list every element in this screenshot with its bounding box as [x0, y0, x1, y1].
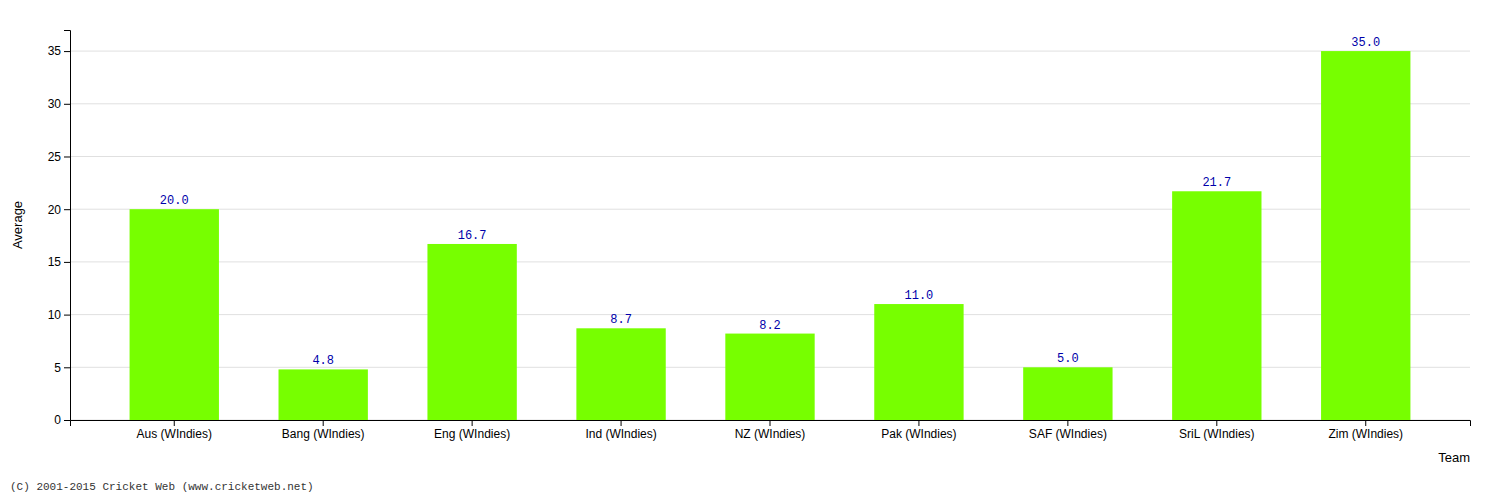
data-label: 35.0 — [1351, 36, 1380, 50]
axis-line — [71, 421, 1471, 427]
data-labels: 20.0 4.8 16.7 8.7 8.2 11.0 5.0 21.7 35.0 — [160, 36, 1380, 368]
tick-mark — [323, 420, 324, 426]
tick: 35 — [48, 44, 70, 58]
data-label: 8.7 — [610, 313, 632, 327]
tick-label: 5 — [54, 361, 61, 375]
plot: Aus (WIndies) Bang (WIndies) Eng (WIndies)… — [48, 31, 1471, 441]
bars — [130, 51, 1411, 420]
bar — [874, 304, 963, 420]
tick-label: Eng (WIndies) — [434, 427, 510, 441]
data-label: 4.8 — [312, 354, 334, 368]
tick-mark — [64, 420, 70, 421]
data-label: 5.0 — [1057, 352, 1079, 366]
tick-label: 30 — [48, 97, 62, 111]
tick-mark — [621, 420, 622, 426]
bar — [725, 334, 814, 420]
tick-mark — [64, 104, 70, 105]
axis-line — [64, 31, 71, 421]
tick: 30 — [48, 97, 70, 111]
tick: Pak (WIndies) — [881, 420, 956, 441]
x-axis: Aus (WIndies) Bang (WIndies) Eng (WIndies)… — [71, 420, 1471, 441]
data-label: 20.0 — [160, 194, 189, 208]
tick-mark — [64, 262, 70, 263]
bar — [1023, 367, 1112, 420]
tick-mark — [64, 315, 70, 316]
y-axis: 0 5 10 15 20 25 30 35 — [48, 31, 71, 428]
tick-mark — [64, 367, 70, 368]
tick-label: Bang (WIndies) — [282, 427, 365, 441]
bar — [427, 244, 516, 420]
tick-mark — [64, 209, 70, 210]
data-label: 21.7 — [1202, 176, 1231, 190]
tick: SriL (WIndies) — [1179, 420, 1255, 441]
tick: 15 — [48, 255, 70, 269]
tick-mark — [918, 420, 919, 426]
grid-line — [70, 51, 1470, 52]
tick-label: 15 — [48, 255, 62, 269]
tick-label: 10 — [48, 308, 62, 322]
tick: SAF (WIndies) — [1029, 420, 1107, 441]
grid-line — [70, 156, 1470, 157]
bar — [130, 209, 219, 420]
tick-label: 20 — [48, 203, 62, 217]
tick: 20 — [48, 203, 70, 217]
chart: Aus (WIndies) Bang (WIndies) Eng (WIndies)… — [0, 0, 1500, 500]
data-label: 16.7 — [458, 229, 487, 243]
tick-mark — [1216, 420, 1217, 426]
tick-mark — [1067, 420, 1068, 426]
grid — [70, 51, 1470, 420]
tick-label: SAF (WIndies) — [1029, 427, 1107, 441]
bar — [279, 369, 368, 420]
x-axis-title: Team — [1438, 450, 1470, 465]
tick-mark — [1365, 420, 1366, 426]
tick: 0 — [54, 413, 70, 427]
tick-label: Ind (WIndies) — [585, 427, 656, 441]
data-label: 8.2 — [759, 319, 781, 333]
tick-mark — [770, 420, 771, 426]
bar — [1321, 51, 1410, 420]
tick: Zim (WIndies) — [1328, 420, 1403, 441]
footer: (C) 2001-2015 Cricket Web (www.cricketwe… — [10, 481, 314, 493]
tick: 10 — [48, 308, 70, 322]
grid-line — [70, 103, 1470, 104]
tick: Eng (WIndies) — [434, 420, 510, 441]
tick-mark — [64, 156, 70, 157]
bar — [576, 328, 665, 420]
tick-label: SriL (WIndies) — [1179, 427, 1255, 441]
tick-label: 25 — [48, 150, 62, 164]
tick-mark — [472, 420, 473, 426]
data-label: 11.0 — [905, 289, 934, 303]
tick-mark — [174, 420, 175, 426]
tick: 5 — [54, 361, 70, 375]
tick-label: 0 — [54, 413, 61, 427]
tick-label: Pak (WIndies) — [881, 427, 956, 441]
tick: Bang (WIndies) — [282, 420, 365, 441]
tick: Aus (WIndies) — [137, 420, 212, 441]
tick-label: Aus (WIndies) — [137, 427, 212, 441]
tick-label: NZ (WIndies) — [735, 427, 806, 441]
tick-label: Zim (WIndies) — [1328, 427, 1403, 441]
tick: 25 — [48, 150, 70, 164]
tick: NZ (WIndies) — [735, 420, 806, 441]
tick-mark — [64, 51, 70, 52]
bar — [1172, 191, 1261, 420]
tick-label: 35 — [48, 44, 62, 58]
y-axis-title: Average — [10, 201, 25, 249]
tick: Ind (WIndies) — [585, 420, 656, 441]
